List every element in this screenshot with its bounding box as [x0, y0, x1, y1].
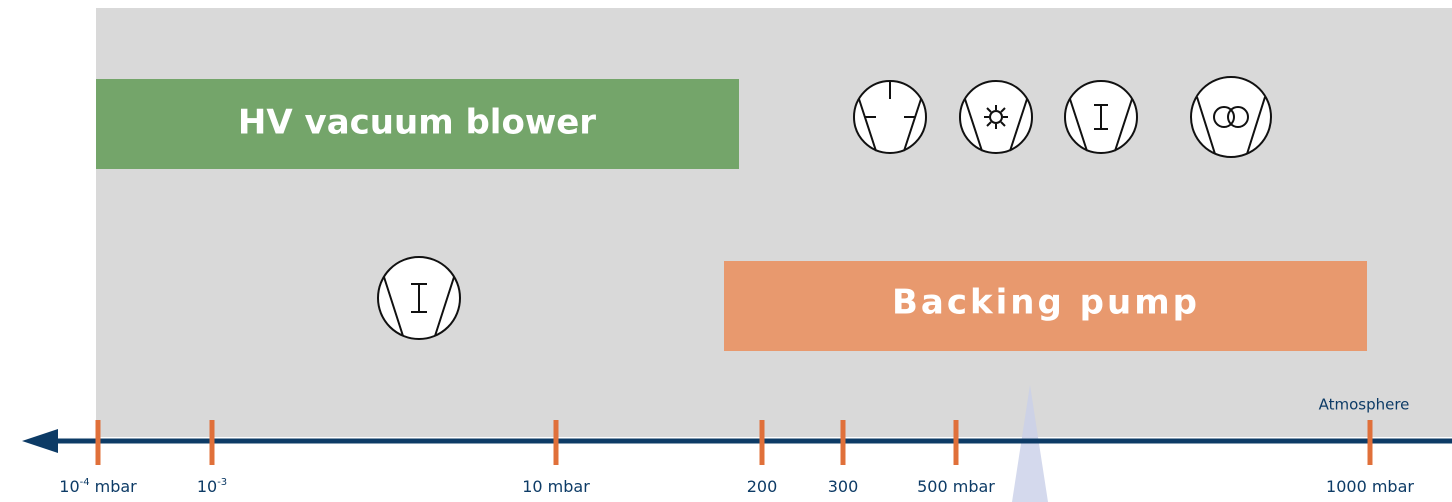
tick-mark — [95, 420, 101, 465]
tick-base: 10 mbar — [522, 477, 590, 496]
tick-base: 300 — [828, 477, 859, 496]
tick-base: 1000 mbar — [1326, 477, 1414, 496]
tick-exponent: -4 — [80, 477, 90, 488]
tick-mark — [759, 420, 765, 465]
tick-mark — [209, 420, 215, 465]
atmosphere-label: Atmosphere — [1319, 396, 1410, 414]
background-panel — [96, 8, 1452, 437]
ticks: 10-4 mbar 10-3 10 mbar 200 300 500 mbar 1000 mb… — [59, 420, 1414, 496]
hv-blower-label: HV vacuum blower — [238, 103, 596, 143]
tick-label: 200 — [747, 477, 778, 496]
tick-label: 10-3 — [197, 477, 227, 496]
tick-mark — [553, 420, 559, 465]
tick-exponent: -3 — [217, 477, 227, 488]
tick-mark — [840, 420, 846, 465]
hv-blower-range — [96, 79, 739, 169]
backing-pump-range — [724, 261, 1367, 351]
axis-arrow — [22, 429, 58, 453]
tick-label: 500 mbar — [917, 477, 995, 496]
tick-base: 10 — [197, 477, 217, 496]
tick-mark — [953, 420, 959, 465]
backing-pump-label: Backing pump — [892, 283, 1200, 323]
tick-mark — [1367, 420, 1373, 465]
pump-icon — [853, 80, 927, 154]
pump-icon — [377, 256, 461, 340]
tick-label: 10 mbar — [522, 477, 590, 496]
tick-base: 200 — [747, 477, 778, 496]
tick-base: 500 mbar — [917, 477, 995, 496]
tick-label: 10-4 mbar — [59, 477, 137, 496]
pump-icon — [959, 80, 1033, 154]
tick-unit: mbar — [95, 477, 138, 496]
pump-icon — [1064, 80, 1138, 154]
tick-label: 300 — [828, 477, 859, 496]
pump-icon — [1190, 76, 1272, 158]
tick-label: 1000 mbar — [1326, 477, 1414, 496]
tick-base: 10 — [59, 477, 79, 496]
